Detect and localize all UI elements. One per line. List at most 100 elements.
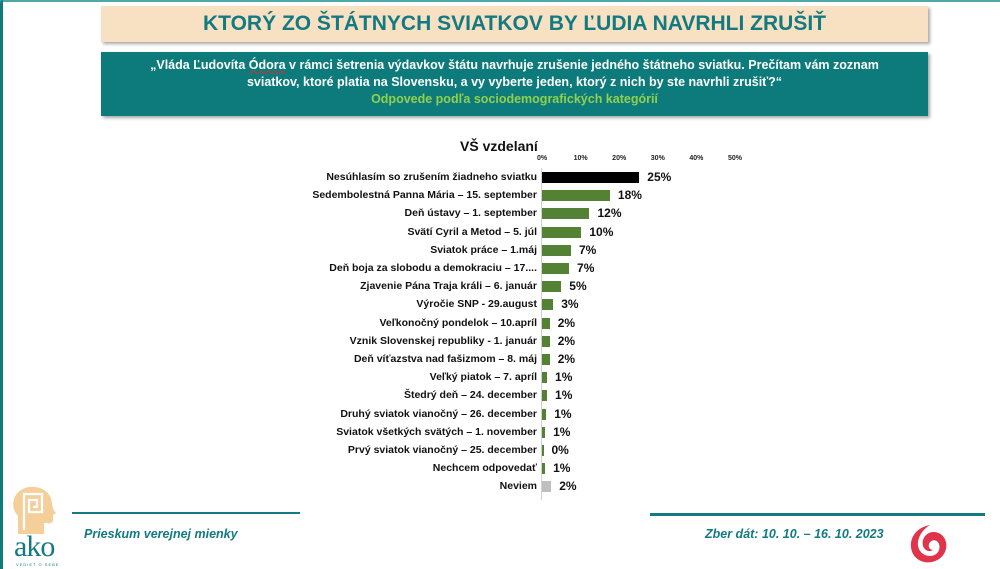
bar-value-label: 1% [555,370,573,385]
frame-top-border [0,0,1000,2]
bar [542,299,554,311]
bar [542,408,547,420]
bar [542,354,550,365]
bar [542,481,552,493]
x-axis-tick: 30% [650,155,665,162]
bar-label: Vznik Slovenskej republiky - 1. január [349,334,537,347]
bar-label: Sviatok všetkých svätých – 1. november [336,425,537,438]
swirl-logo-icon [910,525,947,563]
bar-row: Svätí Cyril a Metod – 5. júl 10% [0,224,1000,242]
x-axis-tick: 40% [689,155,704,162]
bar-row: Zjavenie Pána Traja králi – 6. január 5% [0,278,1000,296]
bar [542,208,590,220]
bar [542,463,546,475]
bar-label: Svätí Cyril a Metod – 5. júl [407,225,537,238]
bar-label: Veľkonočný pondelok – 10.apríl [379,316,537,329]
bar [542,317,550,329]
footer-divider-right [650,513,985,516]
bar [542,244,571,256]
question-subtitle: Odpovede podľa sociodemografických kateg… [371,92,658,106]
bar-label: Prvý sviatok vianočný – 25. december [347,444,537,456]
ako-logo-tagline: VEDIEŤ O SEBE [16,562,60,567]
bar-row: Druhý sviatok vianočný – 26. december 1% [0,406,1000,424]
bar-value-label: 1% [554,406,572,421]
bar-label: Veľký piatok – 7. apríl [429,371,537,384]
y-axis-line [541,168,542,500]
bar-label: Nechcem odpovedať [432,462,537,475]
question-line1-end: v rámci šetrenia výdavkov štátu navrhuje… [285,58,879,72]
bar-value-label: 12% [597,206,622,221]
bar-label: Nesúhlasím so zrušením žiadneho sviatku [326,171,537,183]
bar-row: Deň boja za slobodu a demokraciu – 17...… [0,260,1000,278]
footer-date-range: Zber dát: 10. 10. – 16. 10. 2023 [705,527,884,541]
bar-row: Výročie SNP - 29.august 3% [0,296,1000,314]
page-title: KTORÝ ZO ŠTÁTNYCH SVIATKOV BY ĽUDIA NAVR… [202,12,827,35]
bar [542,426,546,438]
bar-value-label: 0% [551,443,569,457]
bar-row: Sedembolestná Panna Mária – 15. septembe… [0,187,1000,205]
bar [542,445,544,456]
bar [542,226,582,238]
x-axis-tick: 10% [573,155,588,162]
bar-value-label: 10% [589,224,614,239]
question-line2: sviatkov, ktoré platia na Slovensku, a v… [246,75,783,89]
bar-value-label: 2% [557,315,576,330]
bar-label: Deň víťazstva nad fašizmom – 8. máj [353,353,537,365]
head-profile-icon [13,486,56,534]
bar [542,390,548,402]
bar-value-label: 2% [557,352,576,366]
bar [542,372,548,384]
bar-label: Sedembolestná Panna Mária – 15. septembe… [312,189,537,202]
bar [542,281,562,293]
bar-label: Deň ústavy – 1. september [404,207,537,220]
bar [542,190,610,202]
bar-row: Veľký piatok – 7. apríl 1% [0,369,1000,387]
bar-label: Neviem [499,480,537,493]
bar [542,335,550,347]
bar-label: Štedrý deň – 24. december [403,389,537,402]
footer-survey-label: Prieskum verejnej mienky [84,527,238,541]
chart-title: VŠ vzdelaní [460,138,538,154]
x-axis-tick: 50% [727,155,743,162]
bar-value-label: 2% [557,333,576,348]
bar-value-label: 7% [577,261,595,275]
bar-label: Výročie SNP - 29.august [416,298,537,311]
x-axis-tick: 0% [536,155,548,162]
bar-label: Druhý sviatok vianočný – 26. december [340,407,537,420]
bar-value-label: 5% [569,279,587,294]
frame-left-border [0,0,3,569]
bar-row: Deň víťazstva nad fašizmom – 8. máj 2% [0,351,1000,369]
bar-value-label: 3% [561,297,579,312]
bar-row: Sviatok práce – 1.máj 7% [0,242,1000,260]
question-banner: „Vláda Ľudovíta Ódora v rámci šetrenia v… [101,52,928,116]
bar-row: Sviatok všetkých svätých – 1. november 1% [0,424,1000,442]
bar-value-label: 7% [578,242,597,257]
question-name: Ódora [248,58,286,72]
bar-row: Neviem 2% [0,478,1000,496]
bar [542,172,640,183]
bar-value-label: 1% [553,461,571,476]
bar-row: Nechcem odpovedať 1% [0,460,1000,478]
x-axis-tick: 20% [612,155,627,162]
bar [542,263,570,274]
question-text: „Vláda Ľudovíta Ódora v rámci šetrenia v… [101,52,928,91]
bar-row: Deň ústavy – 1. september 12% [0,205,1000,223]
bar-value-label: 25% [647,170,672,184]
bar-label: Sviatok práce – 1.máj [430,243,537,256]
bar-row: Prvý sviatok vianočný – 25. december 0% [0,442,1000,460]
bar-value-label: 1% [555,388,573,403]
bar-row: Vznik Slovenskej republiky - 1. január 2% [0,333,1000,351]
title-banner: KTORÝ ZO ŠTÁTNYCH SVIATKOV BY ĽUDIA NAVR… [101,6,928,42]
bar-value-label: 18% [617,188,642,203]
bar-row: Veľkonočný pondelok – 10.apríl 2% [0,315,1000,333]
bar-value-label: 2% [559,479,577,494]
ako-logo: ako VEDIEŤ O SEBE [12,486,72,567]
bar-row: Štedrý deň – 24. december 1% [0,387,1000,405]
question-line1-start: „Vláda Ľudovíta [150,58,249,72]
footer-divider-left [72,512,300,514]
bar-label: Deň boja za slobodu a demokraciu – 17...… [329,262,537,274]
ako-logo-text: ako [14,530,55,563]
bar-label: Zjavenie Pána Traja králi – 6. január [360,280,537,293]
bar-row: Nesúhlasím so zrušením žiadneho sviatku 2… [0,169,1000,187]
bar-value-label: 1% [553,424,571,439]
